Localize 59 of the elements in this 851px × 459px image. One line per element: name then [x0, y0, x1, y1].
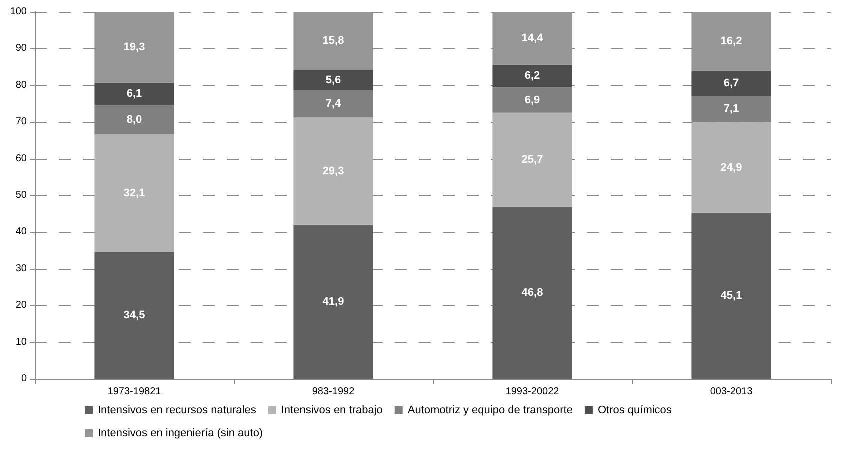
bar [492, 12, 572, 65]
bar [692, 71, 772, 96]
bar [492, 207, 572, 379]
data-label: 34,5 [124, 310, 146, 322]
data-label: 24,9 [720, 162, 742, 174]
data-label: 41,9 [322, 296, 344, 308]
data-label: 8,0 [126, 114, 142, 126]
data-label: 16,2 [720, 36, 742, 48]
bar [692, 122, 772, 214]
bar [492, 64, 572, 88]
bar [94, 134, 174, 252]
bar [94, 252, 174, 379]
data-label: 15,8 [322, 34, 344, 47]
x-tick-label: 1993-20022 [506, 386, 560, 398]
y-tick-label: 80 [16, 80, 28, 91]
legend-label: Intensivos en trabajo [281, 404, 383, 416]
y-tick-label: 0 [21, 374, 28, 384]
bar [294, 12, 374, 70]
bar [294, 90, 374, 118]
data-label: 5,6 [326, 74, 342, 86]
bar [692, 12, 772, 72]
bar [94, 12, 174, 83]
y-tick-label: 60 [16, 153, 28, 164]
data-label: 25,7 [522, 154, 544, 166]
x-tick-label: 1973-19821 [108, 386, 162, 398]
y-tick-label: 10 [16, 336, 28, 348]
y-tick-label: 70 [16, 116, 28, 128]
y-tick-label: 40 [16, 226, 28, 238]
y-tick-label: 100 [10, 6, 28, 18]
x-tick-label: 003-2013 [710, 386, 754, 398]
legend-label: Intensivos en ingeniería (sin auto) [98, 428, 264, 440]
data-label: 7,1 [724, 103, 740, 116]
data-label: 6,2 [524, 70, 540, 82]
legend-label: Automotriz y equipo de transporte [408, 404, 573, 416]
data-label: 6,9 [524, 94, 540, 106]
legend-label: Otros químicos [598, 404, 672, 416]
bar [294, 118, 374, 226]
bar [94, 82, 174, 106]
data-label: 46,8 [522, 287, 544, 300]
data-label: 14,4 [522, 32, 544, 44]
bar [692, 96, 772, 122]
data-label: 45,1 [720, 290, 742, 302]
y-tick-label: 50 [16, 190, 28, 201]
x-tick-label: 983-1992 [312, 386, 356, 398]
bar [294, 70, 374, 91]
data-label: 6,7 [724, 78, 740, 90]
data-label: 6,1 [126, 88, 142, 100]
data-label: 32,1 [124, 187, 146, 200]
bar [692, 213, 772, 379]
data-label: 29,3 [322, 165, 344, 178]
y-tick-label: 20 [16, 300, 28, 312]
bar [492, 112, 572, 208]
bar [294, 225, 374, 379]
data-label: 19,3 [124, 41, 146, 54]
bar [492, 88, 572, 113]
y-tick-label: 90 [16, 43, 28, 54]
data-label: 7,4 [326, 98, 342, 110]
legend-label: Intensivos en recursos naturales [98, 404, 257, 416]
y-tick-label: 30 [16, 263, 28, 274]
